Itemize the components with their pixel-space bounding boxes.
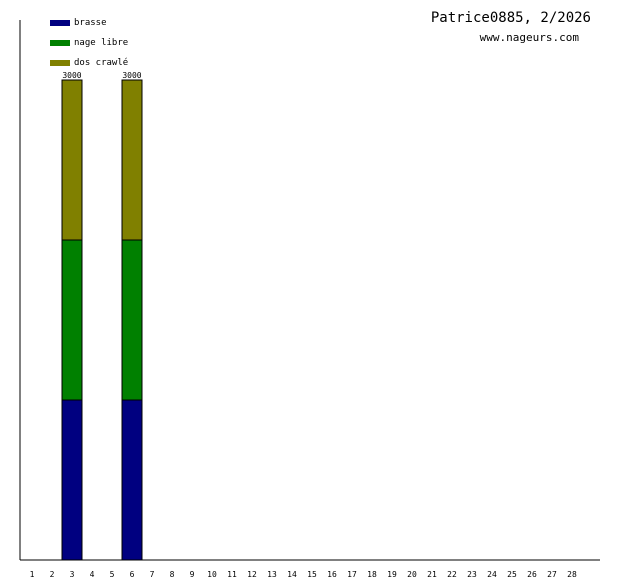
x-tick-27: 27 [547, 570, 557, 579]
x-tick-19: 19 [387, 570, 397, 579]
x-tick-1: 1 [30, 570, 35, 579]
x-tick-labels: 1 2 3 4 5 6 7 8 9 10 11 12 13 14 15 16 17 18 19 20 21 22 23 24 2… [30, 570, 577, 579]
bar-3-series-2 [61, 79, 83, 241]
x-tick-7: 7 [150, 570, 155, 579]
x-tick-25: 25 [507, 570, 517, 579]
total-label-3: 3000 [62, 71, 81, 80]
total-label-6: 3000 [122, 71, 141, 80]
bars-group [61, 79, 143, 561]
x-tick-5: 5 [110, 570, 115, 579]
legend-label-0: brasse [74, 18, 107, 28]
x-tick-24: 24 [487, 570, 497, 579]
x-tick-17: 17 [347, 570, 357, 579]
bar-3-series-0 [61, 399, 83, 561]
x-tick-4: 4 [90, 570, 95, 579]
x-tick-13: 13 [267, 570, 277, 579]
data-labels-group: 3000 3000 [62, 71, 141, 80]
x-tick-9: 9 [190, 570, 195, 579]
legend-swatch-0 [50, 20, 70, 26]
x-tick-6: 6 [130, 570, 135, 579]
chart-title: Patrice0885, 2/2026 [431, 10, 591, 26]
x-tick-14: 14 [287, 570, 297, 579]
x-tick-10: 10 [207, 570, 217, 579]
x-tick-3: 3 [70, 570, 75, 579]
bar-6-series-0 [121, 399, 143, 561]
legend-label-1: nage libre [74, 38, 128, 48]
legend-label-2: dos crawlé [74, 57, 128, 68]
x-tick-15: 15 [307, 570, 317, 579]
x-tick-11: 11 [227, 570, 237, 579]
x-tick-16: 16 [327, 570, 337, 579]
x-tick-28: 28 [567, 570, 577, 579]
legend: brasse nage libre dos crawlé [50, 18, 128, 68]
x-tick-20: 20 [407, 570, 417, 579]
bar-6-series-1 [121, 239, 143, 401]
x-tick-12: 12 [247, 570, 257, 579]
bar-6-series-2 [121, 79, 143, 241]
x-tick-22: 22 [447, 570, 457, 579]
x-tick-2: 2 [50, 570, 55, 579]
legend-swatch-2 [50, 60, 70, 66]
chart-subtitle: www.nageurs.com [480, 31, 580, 44]
bar-3-series-1 [61, 239, 83, 401]
x-tick-23: 23 [467, 570, 477, 579]
x-tick-21: 21 [427, 570, 437, 579]
x-tick-18: 18 [367, 570, 377, 579]
legend-swatch-1 [50, 40, 70, 46]
x-tick-26: 26 [527, 570, 537, 579]
x-tick-8: 8 [170, 570, 175, 579]
